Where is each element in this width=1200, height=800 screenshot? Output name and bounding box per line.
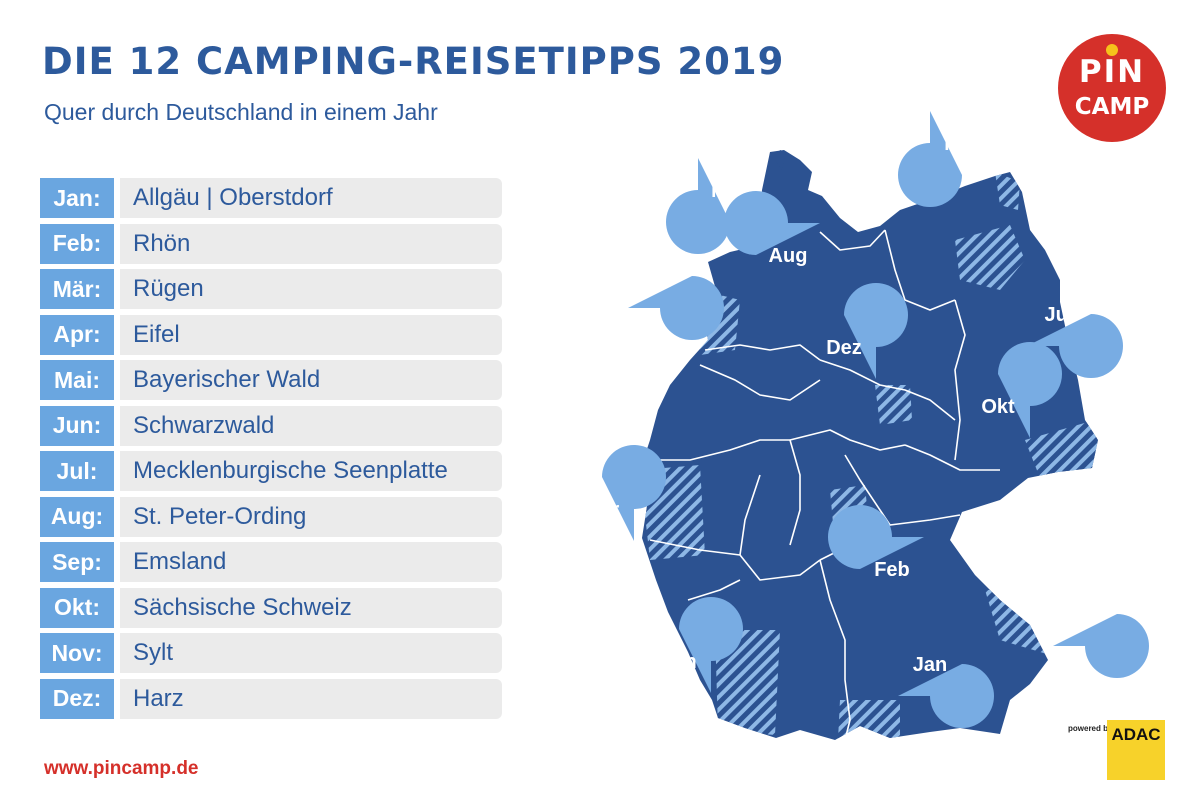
region-harz [875,385,912,425]
month-label: Jan: [40,178,114,218]
month-label: Dez: [40,678,114,719]
destination-label: Allgäu | Oberstdorf [120,178,502,218]
destination-label: Schwarzwald [120,405,502,446]
pincamp-logo[interactable]: PIN CAMP [1058,34,1166,142]
region-ruegen [995,172,1020,210]
logo-dot-icon [1106,44,1118,56]
adac-logo[interactable]: ADAC [1107,720,1165,780]
powered-by-label: powered by [1068,724,1113,733]
list-item: Jun: Schwarzwald [40,405,502,446]
month-label: Sep: [40,542,114,582]
month-label: Mai: [40,360,114,400]
germany-landmass [640,150,1098,740]
map-pin-okt-label: Okt [981,396,1015,418]
destination-label: Harz [120,678,502,719]
map-pin-apr-label: Apr [585,499,620,521]
map-pin-mai[interactable]: Mai [1053,604,1149,678]
list-item: Dez: Harz [40,678,502,719]
logo-text-line1: PIN [1078,54,1146,90]
destination-label: Sächsische Schweiz [120,587,502,628]
destination-label: Mecklenburgische Seenplatte [120,451,502,491]
logo-text-line2: CAMP [1074,94,1150,120]
map-pin-sep[interactable]: Sep [628,266,724,340]
website-link[interactable]: www.pincamp.de [44,758,199,779]
region-mecklenburg [955,225,1025,290]
map-pin-feb-label: Feb [874,559,910,581]
list-item: Mai: Bayerischer Wald [40,360,502,400]
map-pin-jan-label: Jan [913,654,947,676]
list-item: Jan: Allgäu | Oberstdorf [40,178,502,218]
map-pin-aug[interactable]: Aug [724,191,820,267]
list-item: Aug: St. Peter-Ording [40,496,502,537]
map-pin-jun-label: Jun [661,651,697,673]
map-pin-apr[interactable]: Apr [585,445,666,541]
month-label: Jun: [40,405,114,446]
map-pins: Mär Nov Aug Sep Jul Dez Okt Apr [585,111,1149,728]
map-pin-jan[interactable]: Jan [898,654,994,728]
month-label: Okt: [40,587,114,628]
list-item: Mär: Rügen [40,269,502,309]
month-label: Feb: [40,223,114,264]
page-title: DIE 12 CAMPING-REISETIPPS 2019 [42,40,785,83]
month-label: Mär: [40,269,114,309]
map-pin-jun[interactable]: Jun [661,597,743,693]
region-schwarzwald [715,630,780,735]
map-pin-jul-label: Jul [1045,304,1074,326]
month-label: Nov: [40,633,114,673]
destination-label: Bayerischer Wald [120,360,502,400]
month-label: Aug: [40,496,114,537]
page-subtitle: Quer durch Deutschland in einem Jahr [44,99,438,125]
map-pin-dez[interactable]: Dez [826,283,908,379]
list-item: Feb: Rhön [40,223,502,264]
list-item: Nov: Sylt [40,633,502,673]
destination-label: Rügen [120,269,502,309]
map-pin-mar[interactable]: Mär [898,111,980,207]
destination-label: Sylt [120,633,502,673]
region-saechsische-schweiz [1025,420,1098,478]
list-item: Okt: Sächsische Schweiz [40,587,502,628]
destination-label: Emsland [120,542,502,582]
map-pin-mai-label: Mai [1068,604,1101,626]
list-item: Sep: Emsland [40,542,502,582]
map-pin-mar-label: Mär [944,133,980,155]
map-pin-dez-label: Dez [826,337,862,359]
month-label: Apr: [40,314,114,355]
map-pin-sep-label: Sep [642,266,679,288]
map-pin-okt[interactable]: Okt [981,342,1062,438]
destination-label: Rhön [120,223,502,264]
list-item: Apr: Eifel [40,314,502,355]
monthly-plan-list: Jan: Allgäu | Oberstdorf Feb: Rhön Mär: Rüg… [40,178,502,724]
state-borders [649,229,1000,741]
month-label: Jul: [40,451,114,491]
map-pin-feb[interactable]: Feb [828,505,924,581]
map-pin-jul[interactable]: Jul [1027,304,1123,378]
destination-label: St. Peter-Ording [120,496,502,537]
list-item: Jul: Mecklenburgische Seenplatte [40,451,502,491]
destination-label: Eifel [120,314,502,355]
map-pin-aug-label: Aug [769,245,808,267]
